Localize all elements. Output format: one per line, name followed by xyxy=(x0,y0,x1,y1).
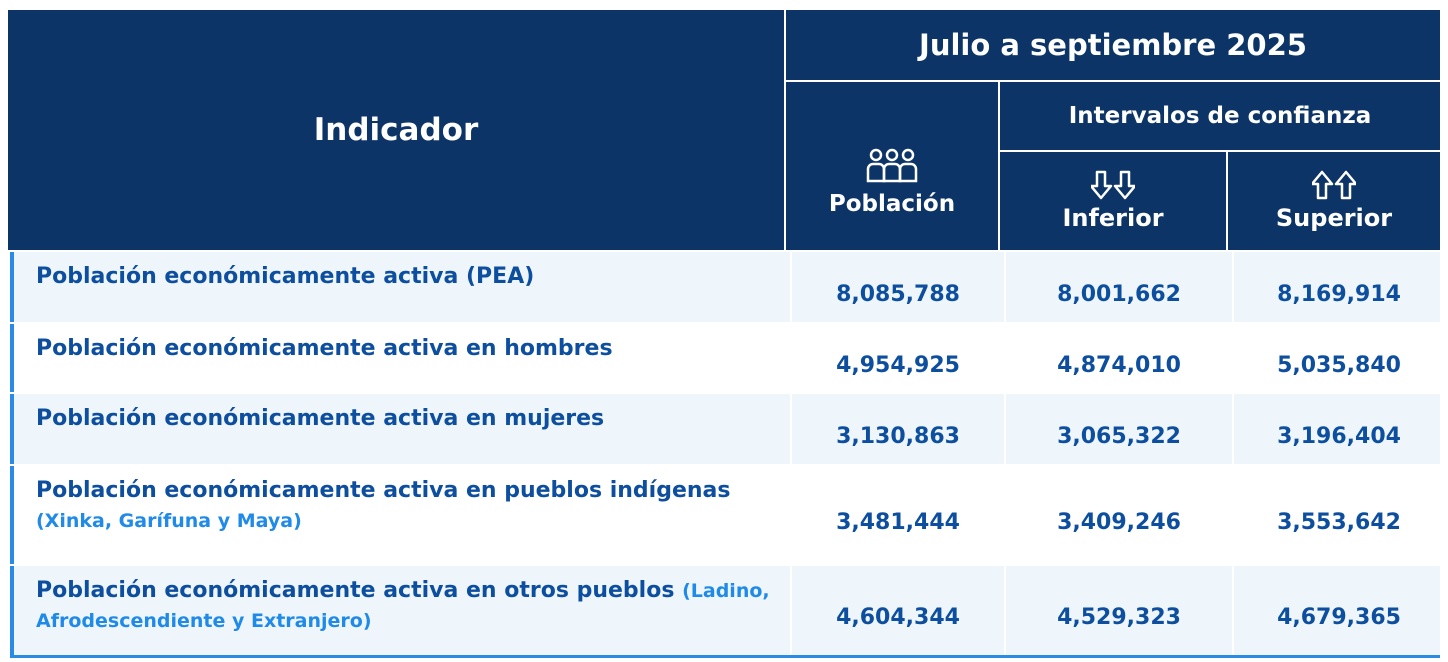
indicator-text: Población económicamente activa en puebl… xyxy=(36,478,731,503)
table-row: Población económicamente activa en mujer… xyxy=(10,394,1440,464)
value-cell: 4,679,365 xyxy=(1232,566,1444,655)
value-cell: 3,130,863 xyxy=(790,394,1004,464)
value-cell: 4,954,925 xyxy=(790,324,1004,392)
header-lower: Inferior xyxy=(1000,152,1226,250)
header-intervals: Intervalos de confianza xyxy=(1000,82,1440,150)
value-cell: 3,065,322 xyxy=(1004,394,1232,464)
value-cell: 8,001,662 xyxy=(1004,252,1232,322)
header-text: Población xyxy=(828,191,956,217)
value-cell: 3,481,444 xyxy=(790,466,1004,564)
table-row: Población económicamente activa en puebl… xyxy=(10,466,1440,564)
value-cell: 4,874,010 xyxy=(1004,324,1232,392)
value-cell: 3,196,404 xyxy=(1232,394,1444,464)
table-row: Población económicamente activa (PEA) 8,0… xyxy=(10,252,1440,322)
indicator-cell: Población económicamente activa en mujer… xyxy=(36,404,776,434)
header-upper: Superior xyxy=(1228,152,1440,250)
people-icon xyxy=(866,148,918,183)
down-arrows xyxy=(1091,170,1135,200)
header-text: Superior xyxy=(1275,204,1393,232)
header-text: Inferior xyxy=(1062,204,1164,232)
header-text: Indicador xyxy=(313,112,479,148)
indicator-cell: Población económicamente activa en otros… xyxy=(36,576,776,636)
indicator-cell: Población económicamente activa (PEA) xyxy=(36,262,776,292)
header-period: Julio a septiembre 2025 xyxy=(786,10,1440,80)
header-population: Población xyxy=(786,82,998,250)
indicator-cell: Población económicamente activa en hombr… xyxy=(36,334,776,364)
up-arrows xyxy=(1312,170,1356,200)
table-row: Población económicamente activa en otros… xyxy=(10,566,1440,658)
indicator-text: Población económicamente activa en otros… xyxy=(36,578,675,603)
indicator-note: (Ladino, Afrodescendiente y Extranjero) xyxy=(36,580,770,632)
indicator-text: Población económicamente activa en mujer… xyxy=(36,406,605,431)
indicator-text: Población económicamente activa en hombr… xyxy=(36,336,613,361)
value-cell: 8,085,788 xyxy=(790,252,1004,322)
value-cell: 4,604,344 xyxy=(790,566,1004,655)
value-cell: 5,035,840 xyxy=(1232,324,1444,392)
indicator-note: (Xinka, Garífuna y Maya) xyxy=(36,510,302,532)
header-indicator: Indicador xyxy=(8,10,784,250)
value-cell: 3,409,246 xyxy=(1004,466,1232,564)
header-text: Julio a septiembre 2025 xyxy=(919,28,1307,62)
indicator-cell: Población económicamente activa en puebl… xyxy=(36,476,776,536)
header-text: Intervalos de confianza xyxy=(1068,103,1372,129)
value-cell: 8,169,914 xyxy=(1232,252,1444,322)
indicator-text: Población económicamente activa (PEA) xyxy=(36,264,535,289)
value-cell: 3,553,642 xyxy=(1232,466,1444,564)
value-cell: 4,529,323 xyxy=(1004,566,1232,655)
table-row: Población económicamente activa en hombr… xyxy=(10,324,1440,392)
